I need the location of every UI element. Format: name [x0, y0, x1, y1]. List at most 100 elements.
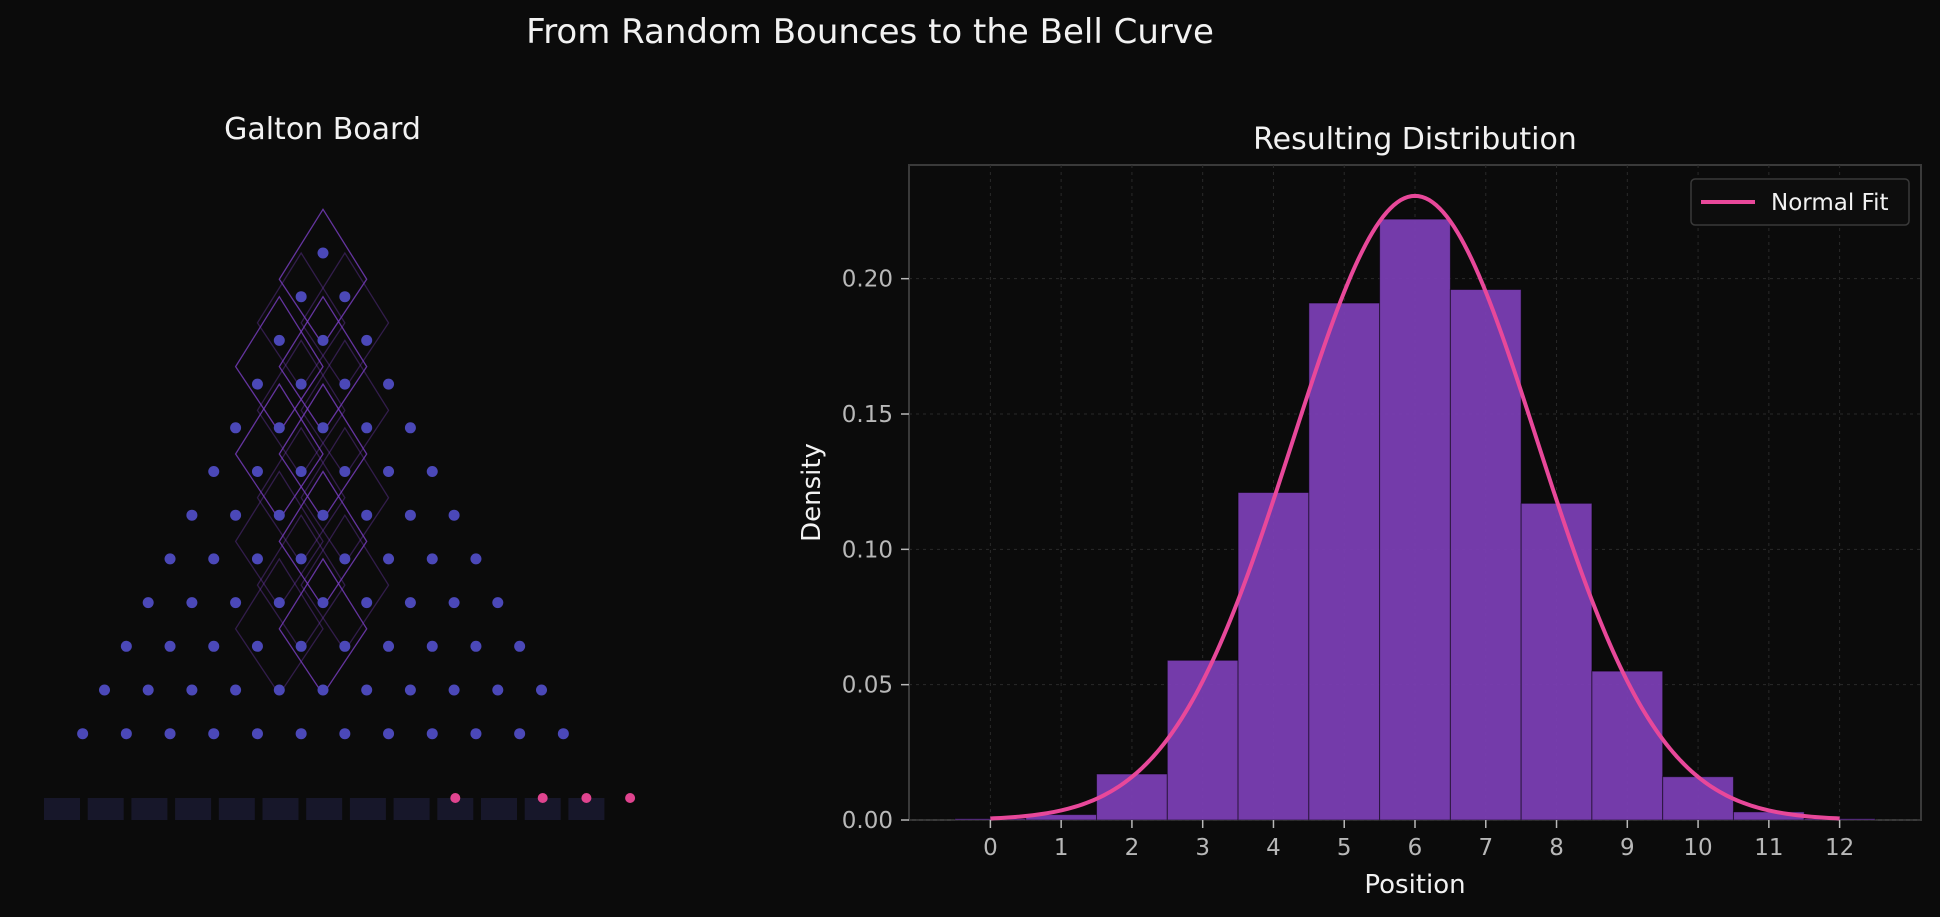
- galton-peg: [383, 640, 395, 652]
- galton-bin: [306, 798, 343, 820]
- galton-peg: [557, 728, 569, 740]
- x-tick-label: 4: [1266, 835, 1281, 861]
- galton-peg: [448, 597, 460, 609]
- x-tick-label: 10: [1683, 835, 1712, 861]
- galton-peg: [208, 466, 220, 477]
- galton-peg: [404, 597, 416, 609]
- galton-peg: [295, 553, 307, 565]
- galton-peg: [383, 728, 395, 740]
- galton-peg: [426, 553, 438, 565]
- galton-peg: [404, 422, 416, 434]
- galton-peg: [273, 422, 285, 434]
- galton-pegs: [77, 247, 569, 740]
- galton-peg: [470, 553, 482, 565]
- galton-peg: [120, 640, 132, 652]
- y-axis-ticks: 0.00 0.05 0.10 0.15 0.20: [842, 267, 909, 834]
- galton-peg: [295, 291, 307, 303]
- galton-peg: [273, 334, 285, 346]
- galton-peg: [383, 466, 395, 477]
- galton-bin: [393, 798, 430, 820]
- galton-peg: [448, 509, 460, 521]
- galton-peg: [164, 640, 176, 652]
- x-tick-label: 3: [1195, 835, 1210, 861]
- galton-bin: [175, 798, 212, 820]
- galton-peg: [251, 553, 263, 565]
- x-tick-label: 0: [983, 835, 998, 861]
- galton-peg: [361, 597, 373, 609]
- legend-label: Normal Fit: [1771, 190, 1889, 216]
- galton-peg: [142, 684, 154, 696]
- galton-peg: [295, 728, 307, 740]
- galton-peg: [295, 378, 307, 390]
- galton-peg: [361, 509, 373, 521]
- galton-peg: [317, 334, 329, 346]
- galton-bin: [568, 798, 605, 820]
- galton-peg: [514, 640, 526, 652]
- histogram-bar: [1096, 773, 1168, 821]
- x-tick-label: 2: [1125, 835, 1140, 861]
- figure-title: From Random Bounces to the Bell Curve: [526, 12, 1214, 52]
- galton-peg: [383, 553, 395, 565]
- galton-peg: [470, 640, 482, 652]
- galton-bin: [437, 798, 474, 820]
- legend-box: [1690, 178, 1910, 226]
- galton-bin: [131, 798, 168, 820]
- galton-peg: [208, 640, 220, 652]
- galton-peg: [164, 553, 176, 565]
- galton-peg: [361, 684, 373, 696]
- galton-peg: [251, 728, 263, 740]
- galton-peg: [383, 378, 395, 390]
- galton-peg: [230, 422, 242, 434]
- galton-bin: [349, 798, 386, 820]
- galton-peg: [164, 728, 176, 740]
- x-tick-label: 6: [1408, 835, 1423, 861]
- y-tick-label: 0.05: [842, 673, 893, 699]
- galton-bin: [87, 798, 124, 820]
- histogram-bars: [954, 218, 1876, 821]
- histogram-bar: [1449, 289, 1522, 821]
- galton-peg: [251, 466, 263, 477]
- galton-peg: [186, 684, 198, 696]
- x-tick-label: 7: [1478, 835, 1493, 861]
- galton-bin: [218, 798, 255, 820]
- x-axis-ticks: 0 1 2 3 4 5 6 7 8 9 10 11 12: [983, 820, 1854, 861]
- galton-peg: [339, 553, 351, 565]
- galton-peg: [251, 640, 263, 652]
- galton-peg: [317, 509, 329, 521]
- galton-peg: [426, 640, 438, 652]
- galton-peg: [230, 597, 242, 609]
- galton-peg: [514, 728, 526, 740]
- galton-peg: [426, 728, 438, 740]
- galton-peg: [339, 640, 351, 652]
- galton-peg: [426, 466, 438, 477]
- galton-peg: [99, 684, 110, 696]
- galton-peg: [317, 247, 329, 259]
- galton-peg: [361, 422, 373, 434]
- galton-bin: [524, 798, 561, 820]
- galton-peg: [273, 684, 285, 696]
- galton-peg: [361, 334, 373, 346]
- galton-ball: [581, 793, 592, 803]
- histogram-bar: [1591, 670, 1664, 821]
- histogram-bar: [1166, 659, 1239, 821]
- x-tick-label: 5: [1337, 835, 1352, 861]
- galton-peg: [339, 728, 351, 740]
- galton-peg: [273, 509, 285, 521]
- galton-peg: [120, 728, 132, 740]
- galton-peg: [492, 684, 504, 696]
- galton-bin: [44, 798, 80, 820]
- x-axis-label: Position: [1364, 870, 1465, 900]
- normal-fit-curve: [990, 193, 1840, 821]
- histogram-bar: [1237, 492, 1310, 821]
- galton-peg: [404, 684, 416, 696]
- galton-peg: [317, 684, 329, 696]
- galton-peg: [339, 378, 351, 390]
- y-tick-label: 0.15: [842, 402, 893, 428]
- galton-peg: [186, 509, 198, 521]
- galton-board-title: Galton Board: [224, 112, 421, 147]
- y-tick-label: 0.00: [842, 808, 893, 834]
- histogram-bar: [1662, 776, 1734, 821]
- galton-peg: [339, 466, 351, 477]
- histogram-bar: [1379, 218, 1451, 821]
- galton-ball: [625, 793, 636, 803]
